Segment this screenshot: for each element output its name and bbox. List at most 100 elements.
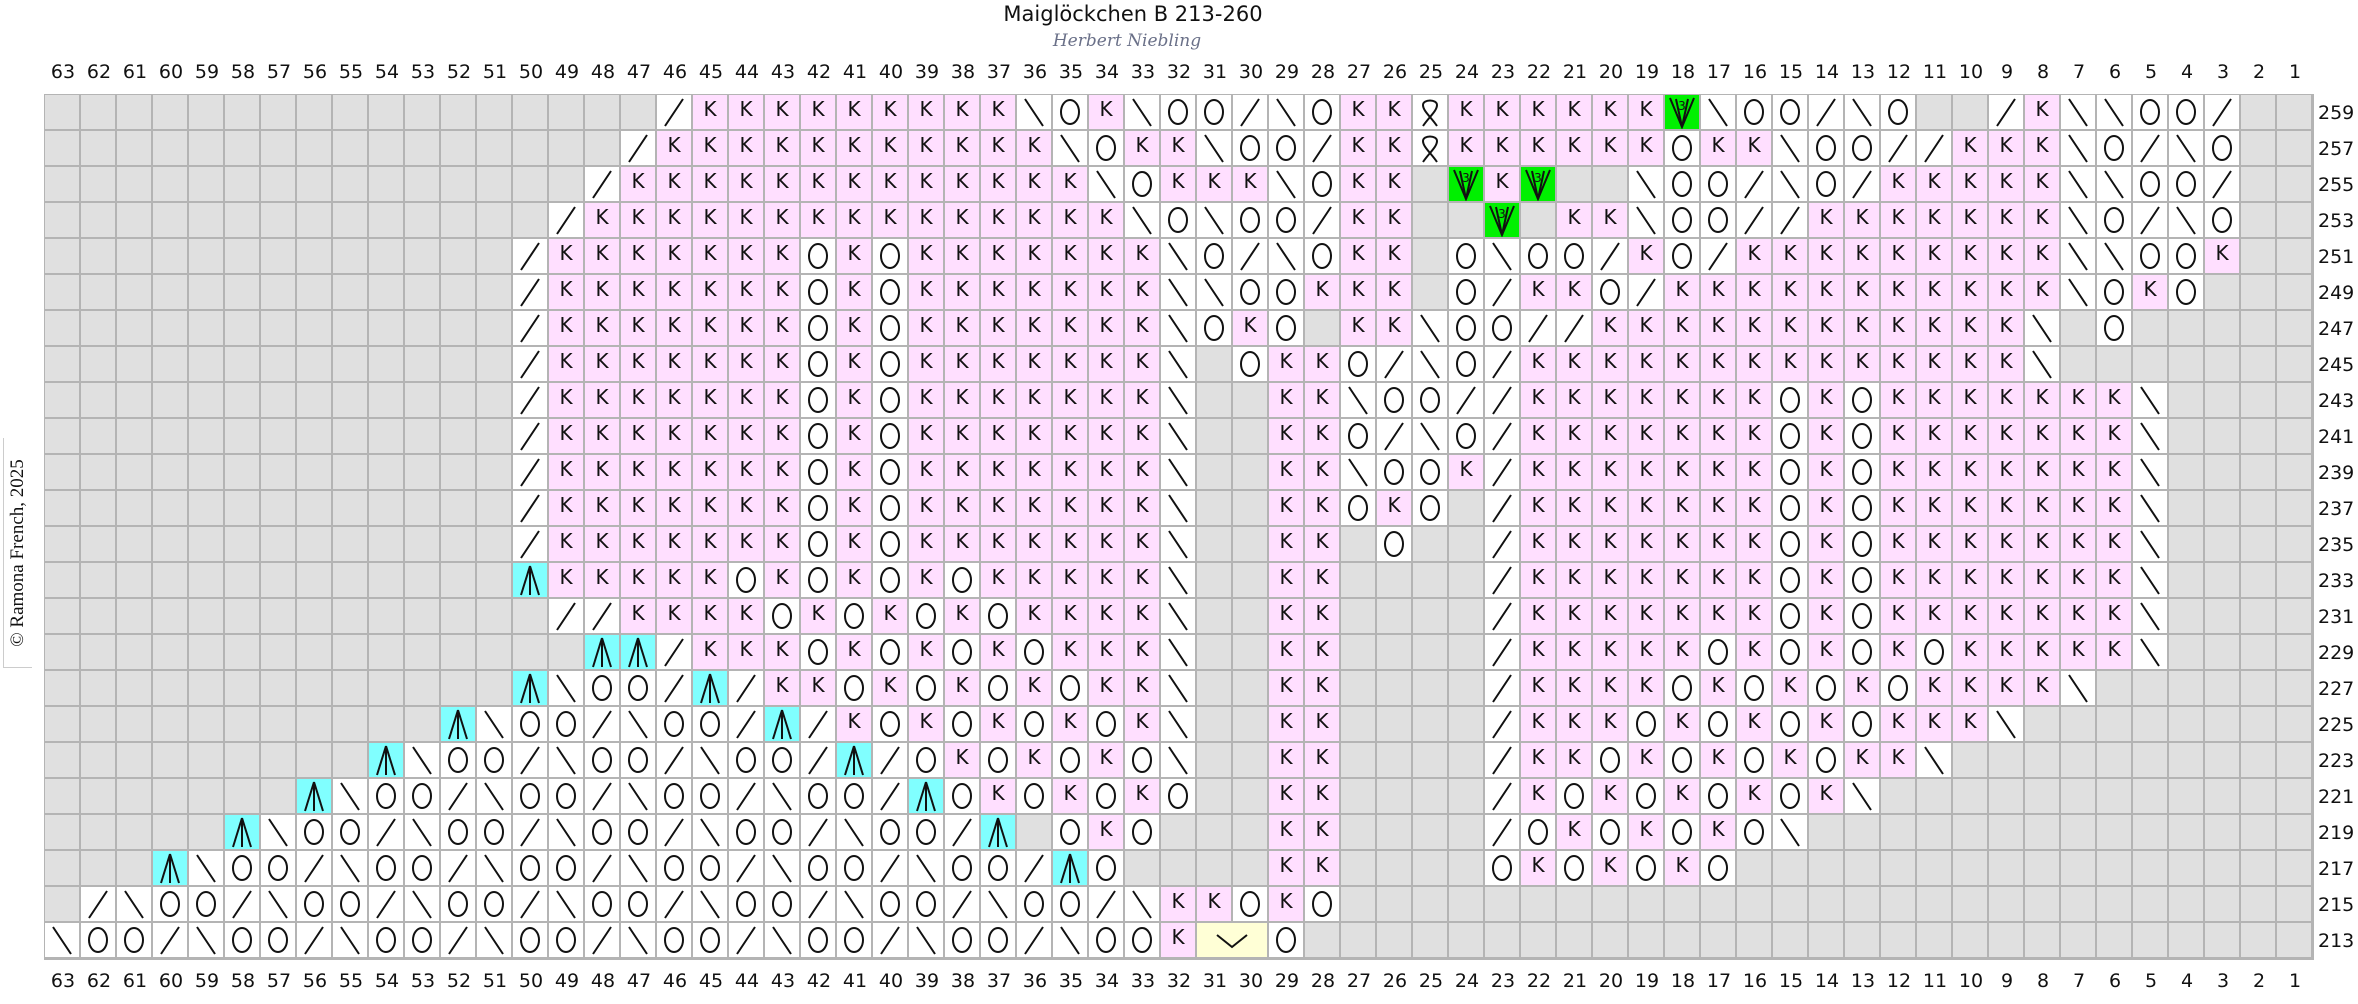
- cell-knit: K: [1845, 275, 1879, 309]
- knit-symbol: K: [1603, 853, 1617, 877]
- cell-no-stitch: [477, 455, 511, 489]
- cell-no-stitch: [45, 167, 79, 201]
- cell-yarn-over: [1341, 419, 1375, 453]
- cell-ssk-left-slant: [621, 707, 655, 741]
- yarn-over-circle-icon: [1312, 99, 1332, 125]
- left-slant-icon: [1420, 350, 1440, 379]
- left-slant-icon: [1204, 206, 1224, 235]
- cell-no-stitch: [117, 635, 151, 669]
- yarn-over-circle-icon: [664, 927, 684, 953]
- left-slant-icon: [1276, 242, 1296, 271]
- cell-knit: K: [1341, 167, 1375, 201]
- knit-symbol: K: [1099, 817, 1113, 841]
- double-decrease-icon: [448, 709, 468, 740]
- column-number: 5: [2144, 61, 2158, 83]
- column-number: 29: [1274, 970, 1300, 992]
- yarn-over-circle-icon: [1852, 495, 1872, 521]
- cell-yarn-over: [441, 815, 475, 849]
- knit-symbol: K: [1819, 709, 1833, 733]
- cell-yarn-over: [1917, 635, 1951, 669]
- knit-symbol: K: [2035, 385, 2049, 409]
- left-slant-icon: [844, 890, 864, 919]
- cell-knit: K: [657, 167, 691, 201]
- cell-knit: K: [1125, 239, 1159, 273]
- column-number: 49: [554, 61, 580, 83]
- column-number: 7: [2072, 970, 2086, 992]
- cell-yarn-over: [909, 887, 943, 921]
- v-symbol-icon: [1216, 934, 1248, 949]
- knit-symbol: K: [919, 349, 933, 373]
- knit-symbol: K: [1855, 745, 1869, 769]
- yarn-over-circle-icon: [520, 783, 540, 809]
- cell-no-stitch: [1233, 419, 1267, 453]
- cell-knit: K: [1305, 419, 1339, 453]
- knit-symbol: K: [1531, 601, 1545, 625]
- cell-two-stitch-v: [1197, 923, 1267, 957]
- knit-symbol: K: [2215, 241, 2229, 265]
- knit-symbol: K: [1603, 709, 1617, 733]
- cell-yarn-over: [981, 923, 1015, 957]
- cell-no-stitch: [117, 455, 151, 489]
- knit-symbol: K: [775, 673, 789, 697]
- cell-no-stitch: [2241, 491, 2275, 525]
- knit-symbol: K: [2107, 529, 2121, 553]
- right-slant-icon: [520, 530, 540, 559]
- cell-no-stitch: [189, 203, 223, 237]
- cell-k2tog-right-slant: [945, 815, 979, 849]
- cell-knit: K: [1701, 131, 1735, 165]
- column-number: 15: [1778, 970, 1804, 992]
- cell-knit: K: [1737, 707, 1771, 741]
- yarn-over-circle-icon: [1888, 675, 1908, 701]
- cell-no-stitch: [189, 347, 223, 381]
- cell-no-stitch: [2205, 275, 2239, 309]
- knit-symbol: K: [1063, 277, 1077, 301]
- cell-no-stitch: [117, 851, 151, 885]
- cell-no-stitch: [2097, 815, 2131, 849]
- knit-symbol: K: [595, 493, 609, 517]
- cell-knit: K: [1881, 419, 1915, 453]
- cell-no-stitch: [441, 635, 475, 669]
- cell-knit: K: [909, 131, 943, 165]
- cell-no-stitch: [2205, 527, 2239, 561]
- knit-symbol: K: [1783, 313, 1797, 337]
- cell-knit: K: [1053, 491, 1087, 525]
- yarn-over-circle-icon: [1888, 99, 1908, 125]
- knit-symbol: K: [1279, 493, 1293, 517]
- cell-yarn-over: [873, 887, 907, 921]
- cell-central-double-decrease: [765, 707, 799, 741]
- cell-no-stitch: [2097, 779, 2131, 813]
- right-slant-icon: [520, 818, 540, 847]
- cell-ssk-left-slant: [693, 815, 727, 849]
- cell-no-stitch: [45, 599, 79, 633]
- cell-no-stitch: [117, 599, 151, 633]
- yarn-over-circle-icon: [304, 891, 324, 917]
- cell-yarn-over: [477, 815, 511, 849]
- knit-symbol: K: [1927, 457, 1941, 481]
- knit-symbol: K: [739, 457, 753, 481]
- knit-symbol: K: [1999, 565, 2013, 589]
- yarn-over-circle-icon: [556, 783, 576, 809]
- cell-yarn-over: [1125, 815, 1159, 849]
- knit-symbol: K: [1459, 97, 1473, 121]
- knit-symbol: K: [847, 277, 861, 301]
- cell-no-stitch: [1737, 887, 1771, 921]
- yarn-over-circle-icon: [916, 747, 936, 773]
- column-number: 21: [1562, 61, 1588, 83]
- cell-ssk-left-slant: [2061, 203, 2095, 237]
- yarn-over-circle-icon: [1780, 531, 1800, 557]
- cell-k2tog-right-slant: [1845, 167, 1879, 201]
- column-number: 22: [1526, 970, 1552, 992]
- cell-no-stitch: [225, 203, 259, 237]
- left-slant-icon: [2140, 386, 2160, 415]
- knit-symbol: K: [1891, 457, 1905, 481]
- right-slant-icon: [1600, 242, 1620, 271]
- yarn-over-circle-icon: [700, 783, 720, 809]
- yarn-over-circle-icon: [736, 567, 756, 593]
- yarn-over-circle-icon: [1096, 711, 1116, 737]
- cell-ssk-left-slant: [477, 779, 511, 813]
- cell-knit: K: [1665, 455, 1699, 489]
- knit-symbol: K: [991, 133, 1005, 157]
- cell-yarn-over: [1269, 923, 1303, 957]
- yarn-over-circle-icon: [808, 855, 828, 881]
- cell-no-stitch: [117, 779, 151, 813]
